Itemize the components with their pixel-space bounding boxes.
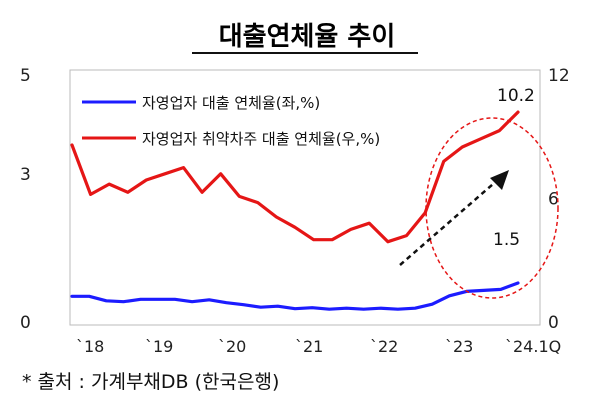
annotation-value-b: 10.2 [497,86,535,106]
x-tick-label: `19 [145,337,173,356]
left-tick-label: 3 [20,165,31,185]
x-tick-label: `20 [218,337,246,356]
legend-label-vulnerable-borrowers: 자영업자 취약차주 대출 연체율(우,%) [142,130,380,148]
x-tick-label: `18 [76,337,104,356]
left-axis: 0 3 5 [20,66,31,333]
x-tick-label: `22 [370,337,398,356]
x-tick-label: `24.1Q [505,337,561,356]
x-axis: `18 `19 `20 `21 `22 `23 `24.1Q [76,337,561,356]
right-axis: 0 6 12 [548,66,570,333]
chart-title-group: 대출연체율 추이 [192,22,418,54]
source-note: * 출처 : 가계부채DB (한국은행) [22,371,279,393]
series-line-vulnerable-borrowers [70,110,520,244]
annotation-value-a: 1.5 [493,230,520,250]
highlight-ellipse [425,117,559,299]
annotation-group: 10.2 1.5 [399,86,559,299]
trend-arrow-shaft [399,177,501,266]
right-tick-label: 12 [548,66,570,86]
series-layer [70,110,520,311]
plot-frame [69,69,541,326]
legend-label-self-employed: 자영업자 대출 연체율(좌,%) [142,94,320,112]
left-tick-label: 0 [20,313,31,333]
x-tick-label: `21 [295,337,323,356]
trend-arrow-head [490,170,509,190]
chart-title: 대출연체율 추이 [219,22,396,52]
series-line-self-employed [70,281,520,311]
right-tick-label: 6 [548,190,559,210]
right-tick-label: 0 [548,313,559,333]
left-tick-label: 5 [20,66,31,86]
x-tick-label: `23 [445,337,473,356]
legend: 자영업자 대출 연체율(좌,%) 자영업자 취약차주 대출 연체율(우,%) [82,94,380,148]
